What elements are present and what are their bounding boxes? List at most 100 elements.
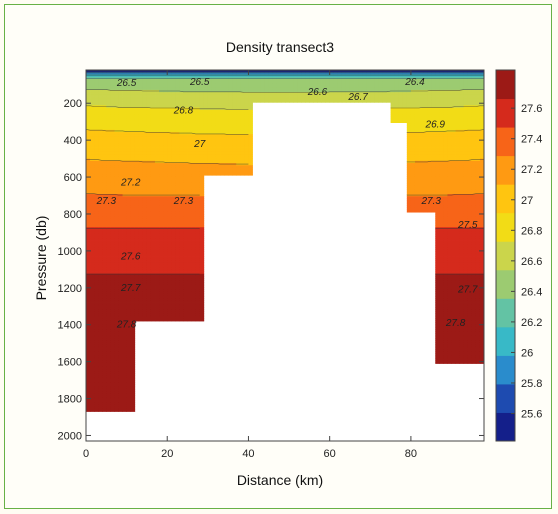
contour-cell [191, 313, 197, 317]
contour-cell [199, 138, 205, 142]
contour-cell [126, 351, 132, 354]
contour-cell [333, 96, 339, 100]
contour-cell [98, 107, 103, 111]
contour-cell [126, 273, 132, 277]
contour-cell [167, 76, 172, 80]
contour-cell [159, 267, 164, 270]
contour-cell [118, 402, 123, 405]
contour-cell [150, 85, 156, 89]
contour-cell [122, 244, 128, 248]
contour-cell [114, 149, 119, 153]
contour-cell [94, 298, 99, 301]
contour-cell [159, 182, 164, 186]
contour-cell [142, 191, 148, 195]
contour-cell [86, 136, 91, 140]
contour-cell [159, 258, 164, 261]
contour-cell [106, 81, 111, 84]
contour-cell [122, 83, 128, 86]
contour-cell [402, 85, 408, 89]
contour-cell [106, 302, 111, 306]
contour-cell [272, 72, 278, 75]
contour-cell [349, 76, 355, 80]
contour-cell [118, 331, 123, 334]
contour-cell [224, 105, 229, 109]
contour-cell [220, 118, 225, 122]
contour-cell [114, 83, 119, 86]
contour-cell [122, 216, 128, 219]
contour-cell [118, 329, 123, 332]
contour-cell [175, 114, 180, 117]
contour-cell [155, 284, 160, 288]
contour-cell [94, 156, 99, 159]
contour-cell [86, 271, 91, 275]
contour-cell [130, 132, 136, 135]
contour-cell [183, 94, 188, 97]
contour-cell [86, 397, 91, 401]
contour-cell [171, 302, 176, 306]
contour-cell [102, 371, 107, 374]
contour-cell [256, 72, 262, 75]
contour-cell [179, 191, 184, 195]
contour-cell [90, 163, 95, 166]
contour-cell [406, 72, 412, 75]
contour-cell [86, 351, 91, 354]
contour-cell [171, 189, 176, 193]
contour-cell [138, 89, 144, 93]
contour-cell [349, 89, 355, 93]
contour-cell [114, 213, 119, 217]
contour-cell [179, 264, 184, 268]
contour-cell [171, 134, 176, 137]
contour-cell [94, 344, 99, 348]
contour-cell [134, 251, 140, 255]
contour-cell [134, 160, 140, 164]
contour-cell [232, 127, 237, 131]
contour-cell [106, 346, 111, 350]
contour-cell [98, 200, 103, 204]
contour-cell [175, 160, 180, 164]
contour-cell [102, 400, 107, 403]
contour-cell [98, 94, 103, 97]
contour-cell [122, 225, 128, 228]
contour-cell [220, 112, 225, 115]
contour-cell [94, 231, 99, 235]
contour-cell [333, 87, 339, 91]
contour-cell [106, 94, 111, 97]
contour-cell [90, 382, 95, 385]
contour-cell [114, 167, 119, 171]
contour-cell [244, 171, 249, 175]
contour-cell [94, 151, 99, 155]
contour-cell [138, 258, 144, 261]
contour-cell [236, 118, 241, 122]
contour-cell [114, 264, 119, 268]
contour-cell [159, 145, 164, 148]
contour-cell [106, 260, 111, 264]
contour-cell [179, 320, 184, 322]
contour-cell [114, 384, 119, 388]
contour-cell [90, 402, 95, 405]
contour-cell [183, 200, 188, 204]
contour-cell [130, 81, 136, 84]
contour-cell [272, 87, 278, 91]
contour-cell [167, 242, 172, 246]
contour-cell [86, 182, 91, 186]
contour-cell [349, 72, 355, 75]
contour-cell [94, 209, 99, 213]
contour-cell [171, 247, 176, 250]
contour-cell [106, 240, 111, 244]
contour-cell [171, 269, 176, 272]
contour-cell [110, 278, 115, 281]
contour-cell [118, 267, 123, 270]
contour-cell [102, 92, 107, 95]
contour-cell [195, 129, 201, 133]
contour-cell [163, 143, 168, 146]
contour-cell [118, 213, 123, 217]
contour-cell [142, 289, 148, 292]
contour-cell [146, 180, 152, 184]
contour-cell [159, 309, 164, 312]
contour-cell [195, 209, 201, 213]
contour-cell [228, 154, 233, 157]
contour-cell [155, 262, 160, 266]
contour-cell [86, 262, 91, 266]
contour-cell [106, 384, 111, 388]
contour-cell [90, 318, 95, 321]
